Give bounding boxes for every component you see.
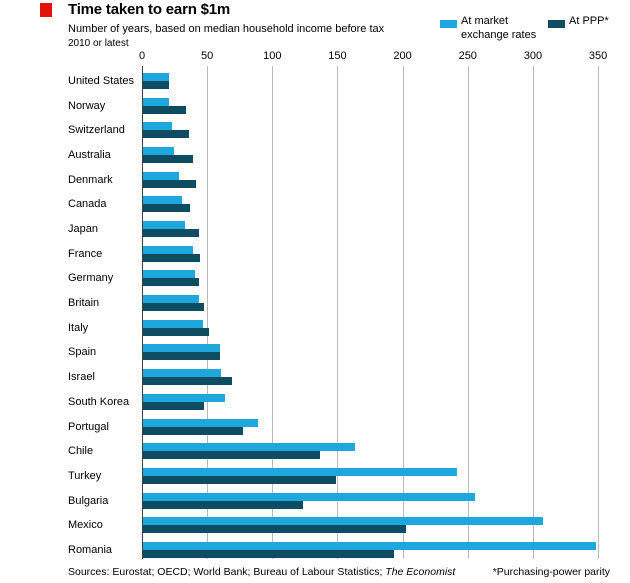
gridline [402, 66, 404, 559]
x-tick-label: 100 [263, 50, 282, 62]
legend-label-ppp: At PPP* [569, 15, 609, 27]
sources-publication: The Economist [385, 566, 456, 578]
sources-text: Sources: Eurostat; OECD; World Bank; Bur… [68, 566, 386, 578]
bar-ppp [143, 426, 244, 435]
legend-swatch-ppp-icon [548, 20, 565, 28]
category-label: Britain [68, 297, 100, 310]
bar-ppp [143, 105, 186, 114]
bar-market [143, 147, 175, 156]
gridline [598, 66, 600, 559]
bar-ppp [143, 327, 210, 336]
bar-ppp [143, 229, 200, 238]
legend: At market exchange rates At PPP* [0, 0, 630, 48]
bar-market [143, 245, 193, 254]
economist-red-tab-icon [40, 3, 52, 17]
category-label: France [68, 247, 103, 260]
bar-market [143, 73, 170, 81]
bar-market [143, 344, 220, 353]
bar-ppp [143, 303, 205, 312]
legend-label-market: At market exchange rates [461, 15, 537, 41]
bar-market [143, 467, 458, 476]
bar-market [143, 270, 196, 279]
bar-ppp [143, 401, 205, 410]
bar-ppp [143, 377, 232, 386]
ppp-footnote: *Purchasing-power parity [492, 566, 610, 578]
category-label: Italy [68, 321, 89, 334]
bar-ppp [143, 352, 220, 361]
category-label: Japan [68, 223, 98, 236]
x-tick-label: 300 [523, 50, 543, 62]
bar-ppp [143, 155, 193, 164]
chart-date-note: 2010 or latest [68, 38, 129, 49]
bar-ppp [143, 549, 395, 558]
legend-swatch-market-icon [440, 20, 457, 28]
bar-ppp [143, 253, 201, 262]
category-label: Romania [68, 543, 113, 556]
bar-market [143, 418, 258, 427]
gridline [337, 66, 339, 559]
bar-market [143, 295, 200, 304]
category-label: Australia [68, 149, 111, 162]
category-label: Canada [68, 198, 107, 211]
category-label: Switzerland [68, 124, 125, 137]
bar-ppp [143, 81, 170, 89]
bar-ppp [143, 278, 200, 287]
bar-market [143, 492, 476, 501]
bar-market [143, 443, 356, 452]
bar-market [143, 319, 203, 328]
category-label: Germany [68, 272, 114, 285]
bar-market [143, 171, 180, 180]
bar-market [143, 393, 226, 402]
chart-subtitle: Number of years, based on median househo… [68, 23, 385, 35]
bar-market [143, 517, 544, 526]
bar-market [143, 369, 222, 378]
x-tick-label: 200 [393, 50, 412, 62]
bar-market [143, 541, 597, 550]
gridline [467, 66, 469, 559]
x-tick-label: 0 [138, 50, 146, 62]
bar-market [143, 122, 172, 131]
category-label: Spain [68, 346, 97, 359]
category-label: South Korea [68, 395, 130, 408]
x-tick-label: 250 [458, 50, 477, 62]
gridline [272, 66, 274, 559]
x-tick-label: 50 [201, 50, 214, 62]
bar-ppp [143, 204, 190, 213]
category-label: Portugal [68, 420, 109, 433]
category-label: Norway [68, 99, 106, 112]
category-label: Turkey [68, 469, 102, 482]
bar-ppp [143, 451, 321, 460]
category-label: Mexico [68, 519, 103, 532]
zero-axis-line [142, 66, 143, 559]
sources-line: Sources: Eurostat; OECD; World Bank; Bur… [68, 566, 455, 578]
bar-market [143, 196, 183, 205]
bar-market [143, 97, 170, 106]
bar-ppp [143, 130, 189, 139]
category-label: United States [68, 75, 135, 87]
bar-ppp [143, 500, 304, 509]
category-label: Bulgaria [68, 494, 109, 507]
bar-ppp [143, 475, 336, 484]
gridline [532, 66, 534, 559]
bar-ppp [143, 179, 197, 188]
category-label: Denmark [68, 173, 113, 186]
bar-market [143, 221, 185, 230]
category-label: Chile [68, 445, 94, 458]
x-tick-label: 350 [588, 50, 608, 62]
category-label: Israel [68, 371, 95, 384]
chart-title: Time taken to earn $1m [68, 1, 231, 18]
x-tick-label: 150 [328, 50, 347, 62]
bar-ppp [143, 525, 407, 534]
gridline [207, 66, 209, 559]
